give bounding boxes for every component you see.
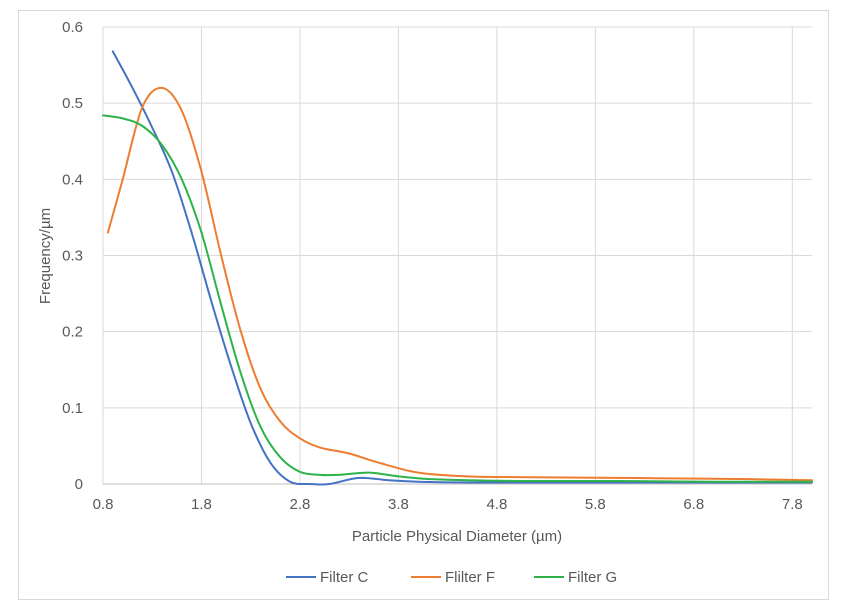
x-tick-label: 4.8 <box>486 496 507 513</box>
x-tick-label: 6.8 <box>683 496 704 513</box>
x-tick-label: 0.8 <box>93 496 114 513</box>
gridlines <box>102 26 812 484</box>
x-tick-label: 3.8 <box>388 496 409 513</box>
x-tick-label: 1.8 <box>191 496 212 513</box>
x-tick-label: 2.8 <box>290 496 311 513</box>
series-line-2 <box>106 86 813 482</box>
y-axis-title: Frequency/µm <box>37 208 54 304</box>
y-tick-label: 0.5 <box>62 95 83 112</box>
legend: Filter C Flilter F Filter G <box>286 569 617 586</box>
y-tick-label: 0.3 <box>62 248 83 265</box>
y-axis-ticks: 0 0.1 0.2 0.3 0.4 0.5 0.6 <box>62 19 83 493</box>
y-tick-label: 0.4 <box>62 171 83 188</box>
series-lines <box>102 50 813 486</box>
x-tick-label: 5.8 <box>585 496 606 513</box>
legend-label: Filter C <box>320 569 369 586</box>
y-tick-label: 0.6 <box>62 19 83 36</box>
legend-label: Flilter F <box>445 569 495 586</box>
x-axis-title: Particle Physical Diameter (µm) <box>352 528 562 545</box>
y-tick-label: 0.2 <box>62 324 83 341</box>
legend-label: Filter G <box>568 569 617 586</box>
series-line-1 <box>111 50 813 486</box>
y-tick-label: 0.1 <box>62 400 83 417</box>
x-axis-ticks: 0.8 1.8 2.8 3.8 4.8 5.8 6.8 7.8 <box>93 496 803 513</box>
x-tick-label: 7.8 <box>782 496 803 513</box>
y-tick-label: 0 <box>75 476 83 493</box>
series-line-3 <box>102 114 813 483</box>
